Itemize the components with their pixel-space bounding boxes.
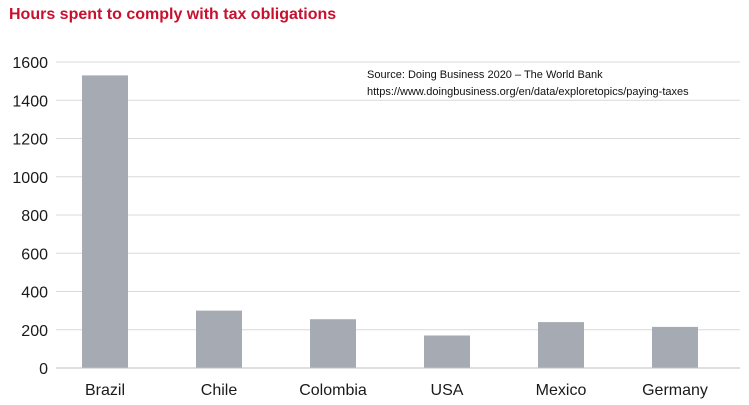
y-tick-label: 600 <box>21 246 48 263</box>
y-tick-label: 800 <box>21 208 48 225</box>
chart-title: Hours spent to comply with tax obligatio… <box>9 6 337 23</box>
x-tick-label: Colombia <box>299 382 367 399</box>
x-tick-label: Brazil <box>85 382 125 399</box>
bar-brazil <box>82 75 128 368</box>
y-tick-label: 1600 <box>12 55 48 72</box>
source-note: Source: Doing Business 2020 – The World … <box>367 67 689 101</box>
y-tick-label: 200 <box>21 323 48 340</box>
y-tick-label: 1000 <box>12 170 48 187</box>
bar-germany <box>652 326 698 368</box>
x-tick-label: USA <box>431 382 464 399</box>
x-tick-label: Chile <box>201 382 238 399</box>
y-tick-label: 1200 <box>12 132 48 149</box>
bar-usa <box>424 335 470 368</box>
bar-colombia <box>310 319 356 368</box>
x-tick-label: Mexico <box>536 382 587 399</box>
bar-mexico <box>538 322 584 368</box>
source-url: https://www.doingbusiness.org/en/data/ex… <box>367 86 689 98</box>
y-tick-label: 400 <box>21 285 48 302</box>
bar-chile <box>196 310 242 368</box>
source-line: Source: Doing Business 2020 – The World … <box>367 69 603 81</box>
x-tick-label: Germany <box>642 382 708 399</box>
y-tick-label: 0 <box>39 361 48 378</box>
y-tick-label: 1400 <box>12 93 48 110</box>
